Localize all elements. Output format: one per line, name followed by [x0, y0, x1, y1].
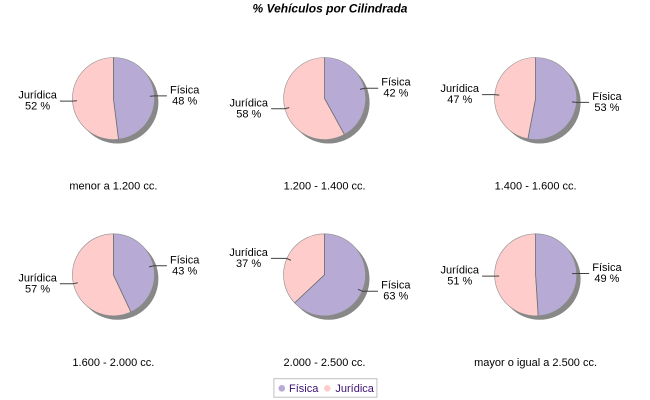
svg-text:Física: Física [289, 383, 319, 395]
svg-text:37 %: 37 % [236, 258, 261, 270]
svg-text:1.600 - 2.000 cc.: 1.600 - 2.000 cc. [72, 357, 154, 369]
svg-text:48 %: 48 % [172, 95, 197, 107]
svg-text:53 %: 53 % [594, 102, 619, 114]
svg-text:Física: Física [381, 77, 411, 89]
svg-text:57 %: 57 % [25, 283, 50, 295]
svg-text:63 %: 63 % [383, 291, 408, 303]
svg-text:2.000 - 2.500 cc.: 2.000 - 2.500 cc. [284, 357, 366, 369]
svg-text:Física: Física [592, 91, 622, 103]
svg-text:Física: Física [170, 254, 200, 266]
svg-text:Jurídica: Jurídica [441, 83, 480, 95]
svg-text:58 %: 58 % [236, 108, 261, 120]
svg-text:52 %: 52 % [25, 101, 50, 113]
svg-text:Jurídica: Jurídica [18, 272, 57, 284]
svg-text:49 %: 49 % [594, 273, 619, 285]
svg-text:Jurídica: Jurídica [335, 383, 374, 395]
svg-text:42 %: 42 % [383, 88, 408, 100]
svg-text:% Vehículos por Cilindrada: % Vehículos por Cilindrada [253, 2, 408, 16]
svg-text:Jurídica: Jurídica [229, 247, 268, 259]
svg-text:mayor o igual a 2.500 cc.: mayor o igual a 2.500 cc. [474, 357, 597, 369]
svg-text:Física: Física [381, 280, 411, 292]
svg-text:1.200 - 1.400 cc.: 1.200 - 1.400 cc. [284, 181, 366, 193]
svg-text:1.400 - 1.600 cc.: 1.400 - 1.600 cc. [495, 181, 577, 193]
svg-text:Física: Física [170, 84, 200, 96]
svg-text:Jurídica: Jurídica [230, 97, 269, 109]
svg-text:43 %: 43 % [172, 265, 197, 277]
svg-text:menor a 1.200 cc.: menor a 1.200 cc. [69, 181, 157, 193]
svg-text:Jurídica: Jurídica [441, 265, 480, 277]
svg-text:Física: Física [592, 262, 622, 274]
svg-text:47 %: 47 % [447, 94, 472, 106]
svg-text:Jurídica: Jurídica [18, 90, 57, 102]
svg-text:51 %: 51 % [447, 276, 472, 288]
